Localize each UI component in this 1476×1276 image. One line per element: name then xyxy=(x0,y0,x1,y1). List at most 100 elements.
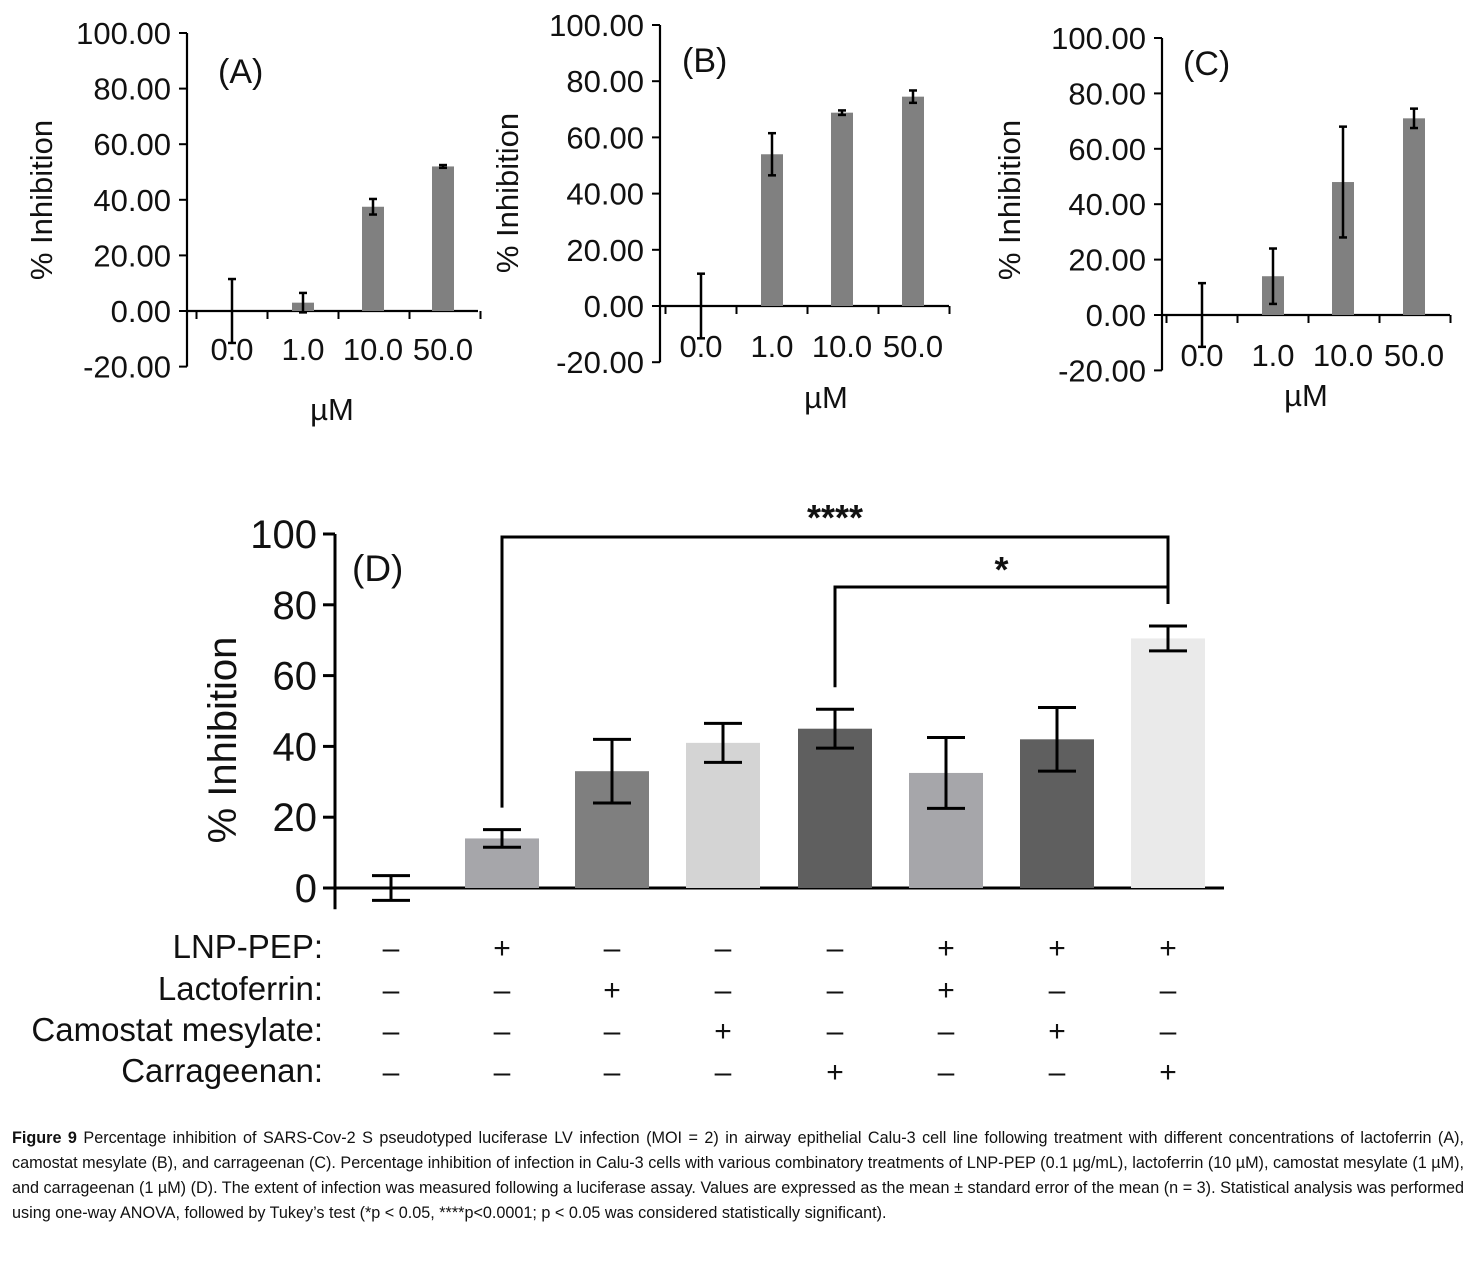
y-axis-label: % Inhibition xyxy=(24,120,59,280)
treatment-sign: + xyxy=(1159,932,1177,965)
treatment-sign: + xyxy=(826,1056,844,1089)
caption-text: Percentage inhibition of SARS-Cov-2 S ps… xyxy=(12,1129,1465,1222)
treatment-row-label: Lactoferrin: xyxy=(158,970,323,1007)
treatment-sign: + xyxy=(937,932,955,965)
y-tick-label: 100.00 xyxy=(1051,21,1146,56)
y-axis-label: % Inhibition xyxy=(490,113,525,273)
panel-c-chart: 100.00 80.00 60.00 40.00 20.00 0.00 -20.00 0.0 1… xyxy=(992,21,1452,413)
y-tick-label: -20.00 xyxy=(556,345,644,380)
y-tick-label: 60.00 xyxy=(566,120,644,155)
treatment-sign: – xyxy=(715,932,732,965)
panel-label: (B) xyxy=(682,42,727,80)
treatment-row: Camostat mesylate: – – – + – – + – xyxy=(31,1011,1176,1048)
y-tick-label: 20.00 xyxy=(566,233,644,268)
y-tick-label: 100 xyxy=(250,513,317,557)
treatment-row-label: Carrageenan: xyxy=(121,1052,323,1089)
treatment-sign: + xyxy=(937,974,955,1007)
treatment-sign: + xyxy=(1048,1015,1066,1048)
panel-b-chart: 100.00 80.00 60.00 40.00 20.00 0.00 -20.00 0.0 1… xyxy=(490,8,951,415)
significance-bracket: **** xyxy=(500,497,1170,808)
treatment-sign: – xyxy=(604,932,621,965)
significance-bracket-line xyxy=(833,585,1170,688)
y-axis-label: % Inhibition xyxy=(201,637,245,844)
treatment-row: LNP-PEP: – + – – – + + + xyxy=(173,928,1177,965)
bar xyxy=(686,742,760,888)
y-tick-label: 100.00 xyxy=(76,16,171,51)
treatment-sign: – xyxy=(1160,1015,1177,1048)
bar xyxy=(831,112,853,306)
x-tick-label: 0.0 xyxy=(210,332,253,367)
treatment-sign: + xyxy=(1159,1056,1177,1089)
bar xyxy=(432,166,454,311)
error-bar xyxy=(439,163,447,170)
error-bar xyxy=(927,736,965,810)
y-tick-label: 80.00 xyxy=(93,72,171,107)
treatment-sign: – xyxy=(715,974,732,1007)
x-tick-label: 0.0 xyxy=(679,329,722,364)
y-tick-label: 80 xyxy=(273,584,318,628)
treatment-sign: – xyxy=(715,1056,732,1089)
treatment-sign: – xyxy=(1160,974,1177,1007)
figure-label: Figure 9 xyxy=(12,1129,77,1147)
x-tick-label: 50.0 xyxy=(413,332,473,367)
error-bar xyxy=(1198,281,1206,349)
treatment-sign: – xyxy=(494,1056,511,1089)
error-bar xyxy=(483,828,521,849)
bar xyxy=(798,728,872,888)
error-bar xyxy=(372,874,410,902)
error-bar xyxy=(228,277,236,345)
treatment-sign: – xyxy=(494,974,511,1007)
treatment-sign: – xyxy=(383,974,400,1007)
significance-label: * xyxy=(994,549,1008,590)
bar xyxy=(1403,118,1425,315)
y-tick-label: 40.00 xyxy=(566,177,644,212)
y-tick-label: 60.00 xyxy=(1068,132,1146,167)
treatment-sign: – xyxy=(1049,974,1066,1007)
x-tick-label: 10.0 xyxy=(343,332,403,367)
panel-label: (D) xyxy=(352,548,403,589)
y-tick-label: 80.00 xyxy=(1068,76,1146,111)
figure-9-chart: 100.00 80.00 60.00 40.00 20.00 0.00 -20.00 0.0 1… xyxy=(24,8,1452,1089)
treatment-sign: – xyxy=(827,1015,844,1048)
y-tick-label: 0.00 xyxy=(111,294,171,329)
bar xyxy=(1332,182,1354,315)
y-axis-label: % Inhibition xyxy=(992,120,1027,280)
treatment-sign: + xyxy=(603,974,621,1007)
treatment-sign: – xyxy=(494,1015,511,1048)
error-bar xyxy=(816,707,854,750)
treatment-sign: – xyxy=(383,1056,400,1089)
treatment-sign: – xyxy=(383,1015,400,1048)
error-bar xyxy=(838,109,846,117)
bar xyxy=(761,154,783,306)
bar xyxy=(362,206,384,311)
panel-label: (C) xyxy=(1183,45,1230,83)
treatment-sign: – xyxy=(938,1015,955,1048)
x-tick-label: 1.0 xyxy=(1251,338,1294,373)
y-tick-label: 40 xyxy=(273,725,318,769)
treatment-sign: – xyxy=(1049,1056,1066,1089)
x-axis-label: µM xyxy=(1284,378,1328,413)
significance-bracket: * xyxy=(833,549,1170,688)
bar xyxy=(902,96,924,306)
error-bar xyxy=(1410,107,1418,130)
error-bar xyxy=(1269,247,1277,306)
y-tick-label: 0.00 xyxy=(584,289,644,324)
treatment-sign: – xyxy=(604,1015,621,1048)
treatment-sign: – xyxy=(383,932,400,965)
error-bar xyxy=(369,197,377,216)
treatment-sign: – xyxy=(604,1056,621,1089)
treatment-row-label: LNP-PEP: xyxy=(173,928,323,965)
x-tick-label: 1.0 xyxy=(281,332,324,367)
y-tick-label: 20 xyxy=(273,796,318,840)
error-bar xyxy=(697,272,705,340)
treatment-sign: – xyxy=(827,932,844,965)
treatment-sign: + xyxy=(714,1015,732,1048)
error-bar xyxy=(1038,705,1076,773)
y-tick-label: 60 xyxy=(273,655,318,699)
x-tick-label: 10.0 xyxy=(812,329,872,364)
y-tick-label: 80.00 xyxy=(566,64,644,99)
x-axis-label: µM xyxy=(310,392,354,427)
error-bar xyxy=(1149,624,1187,653)
x-tick-label: 0.0 xyxy=(1180,338,1223,373)
